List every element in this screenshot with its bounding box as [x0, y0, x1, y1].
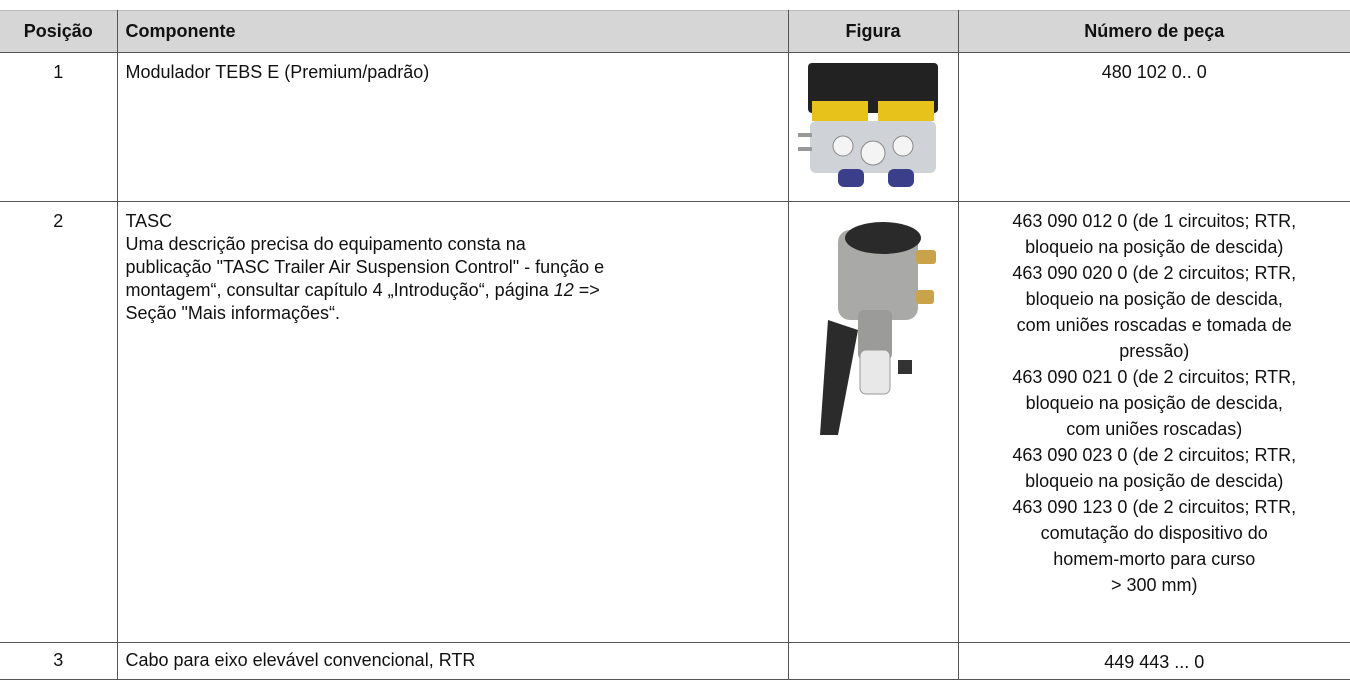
part-number-line: 449 443 ... 0	[1104, 652, 1205, 672]
text: Uma descrição precisa do equipamento con…	[125, 234, 526, 254]
component: Cabo para eixo elevável convencional, RT…	[116, 642, 789, 680]
part-number-line: bloqueio na posição de descida)	[1025, 471, 1284, 491]
part-number-line: 463 090 023 0 (de 2 circuitos; RTR,	[1012, 445, 1297, 465]
position: 2	[0, 201, 118, 643]
position: 3	[0, 642, 118, 680]
part-number-line: homem-morto para curso	[1053, 549, 1256, 569]
text: montagem“, consultar capítulo 4 „Introdu…	[125, 280, 554, 300]
component: TASC Uma descrição precisa do equipamento…	[116, 201, 789, 643]
part-number: 449 443 ... 0	[957, 642, 1350, 680]
row: 2 TASC Uma descrição precisa do equipamen…	[0, 201, 1350, 643]
figure	[787, 642, 959, 680]
text: =>	[573, 280, 600, 300]
component-line: Seção "Mais informações“.	[126, 302, 780, 325]
part-number-line: bloqueio na posição de descida)	[1025, 237, 1284, 257]
part-number-line: bloqueio na posição de descida,	[1025, 289, 1283, 309]
part-number-line: 463 090 020 0 (de 2 circuitos; RTR,	[1012, 263, 1297, 283]
part-number-line: > 300 mm)	[1110, 575, 1198, 595]
text: Seção "Mais informações“.	[125, 303, 340, 323]
part-number: 463 090 012 0 (de 1 circuitos; RTR, bloqu…	[957, 201, 1350, 643]
part-number-line: bloqueio na posição de descida,	[1025, 393, 1283, 413]
part-number-line: 463 090 021 0 (de 2 circuitos; RTR,	[1012, 367, 1297, 387]
part-number-line: com uniões roscadas e tomada de	[1016, 315, 1292, 335]
component-line: Uma descrição precisa do equipamento con…	[126, 233, 780, 256]
header-cell: Número de peça	[957, 10, 1350, 53]
component-line: publicação "TASC Trailer Air Suspension …	[126, 256, 780, 279]
text: TASC	[125, 211, 173, 231]
figure	[787, 52, 959, 202]
component-line: TASC	[126, 210, 780, 233]
text: Cabo para eixo elevável convencional, RT…	[125, 650, 476, 670]
tasc-image	[820, 222, 936, 435]
text: Modulador TEBS E (Premium/padrão)	[125, 62, 430, 82]
part-number-line: 480 102 0.. 0	[1101, 62, 1207, 82]
modulator-image	[798, 63, 938, 187]
row: 1 Modulador TEBS E (Premium/padrão) 480 …	[0, 52, 1350, 202]
text: publicação "TASC Trailer Air Suspension …	[125, 257, 605, 277]
figure	[787, 201, 959, 643]
parts-table: Posição Componente Figura Número de peça…	[0, 10, 1350, 680]
part-number-line: 463 090 012 0 (de 1 circuitos; RTR,	[1012, 211, 1297, 231]
text: 12	[553, 280, 574, 300]
part-number-line: com uniões roscadas)	[1066, 419, 1243, 439]
row: 3 Cabo para eixo elevável convencional, …	[0, 642, 1350, 680]
component-line: Cabo para eixo elevável convencional, RT…	[126, 649, 780, 672]
component-line: Modulador TEBS E (Premium/padrão)	[126, 61, 780, 84]
header-cell: Componente	[116, 10, 789, 53]
header-row: Posição Componente Figura Número de peça	[0, 10, 1350, 53]
part-number-line: comutação do dispositivo do	[1040, 523, 1268, 543]
position: 1	[0, 52, 118, 202]
part-number: 480 102 0.. 0	[957, 52, 1350, 202]
part-number-line: pressão)	[1119, 341, 1190, 361]
component-line: montagem“, consultar capítulo 4 „Introdu…	[126, 279, 780, 302]
header-cell: Posição	[0, 10, 118, 53]
component: Modulador TEBS E (Premium/padrão)	[116, 52, 789, 202]
header-cell: Figura	[787, 10, 959, 53]
part-number-line: 463 090 123 0 (de 2 circuitos; RTR,	[1012, 497, 1297, 517]
